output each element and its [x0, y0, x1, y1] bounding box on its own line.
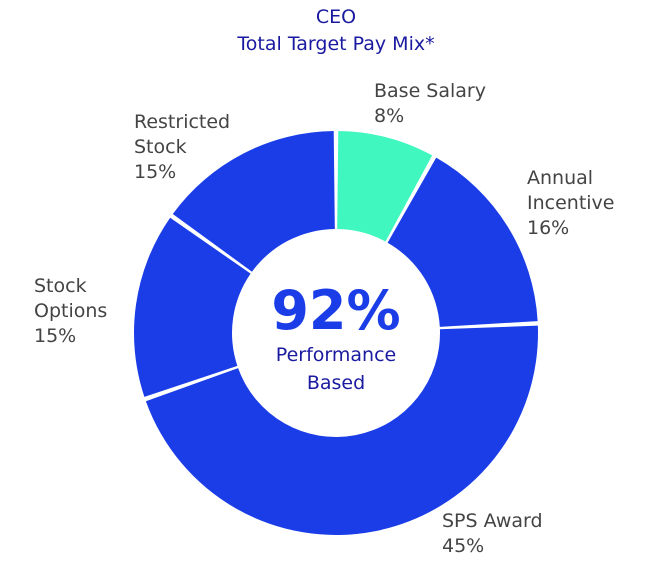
slice-base-salary [337, 131, 433, 242]
label-sps-award-value: 45% [442, 535, 485, 557]
label-annual-incentive-name-1: Annual [527, 167, 594, 189]
label-restricted-stock-name-1: Restricted [134, 111, 231, 133]
label-sps-award: SPS Award 45% [442, 509, 543, 559]
chart-title: CEO [315, 6, 357, 28]
label-base-salary-name: Base Salary [374, 80, 486, 102]
label-annual-incentive: Annual Incentive 16% [527, 166, 615, 241]
label-base-salary: Base Salary 8% [374, 79, 486, 129]
performance-label-line1: Performance [275, 344, 397, 366]
label-stock-options-name-1: Stock [34, 275, 87, 297]
label-restricted-stock-name-2: Stock [134, 136, 187, 158]
slice-restricted-stock [172, 131, 335, 272]
slice-stock-options [134, 217, 251, 397]
label-sps-award-name: SPS Award [442, 510, 543, 532]
label-restricted-stock: Restricted Stock 15% [134, 110, 230, 185]
label-annual-incentive-value: 16% [527, 217, 570, 239]
label-annual-incentive-name-2: Incentive [527, 192, 615, 214]
label-stock-options: Stock Options 15% [34, 274, 107, 349]
chart-subtitle: Total Target Pay Mix* [237, 33, 435, 55]
slice-sps-award [145, 325, 538, 535]
slice-annual-incentive [387, 157, 538, 327]
label-stock-options-name-2: Options [34, 300, 108, 322]
label-base-salary-value: 8% [374, 105, 405, 127]
performance-label-line2: Based [306, 372, 366, 394]
label-stock-options-value: 15% [34, 325, 77, 347]
label-restricted-stock-value: 15% [134, 161, 177, 183]
performance-percent: 92% [271, 279, 401, 342]
